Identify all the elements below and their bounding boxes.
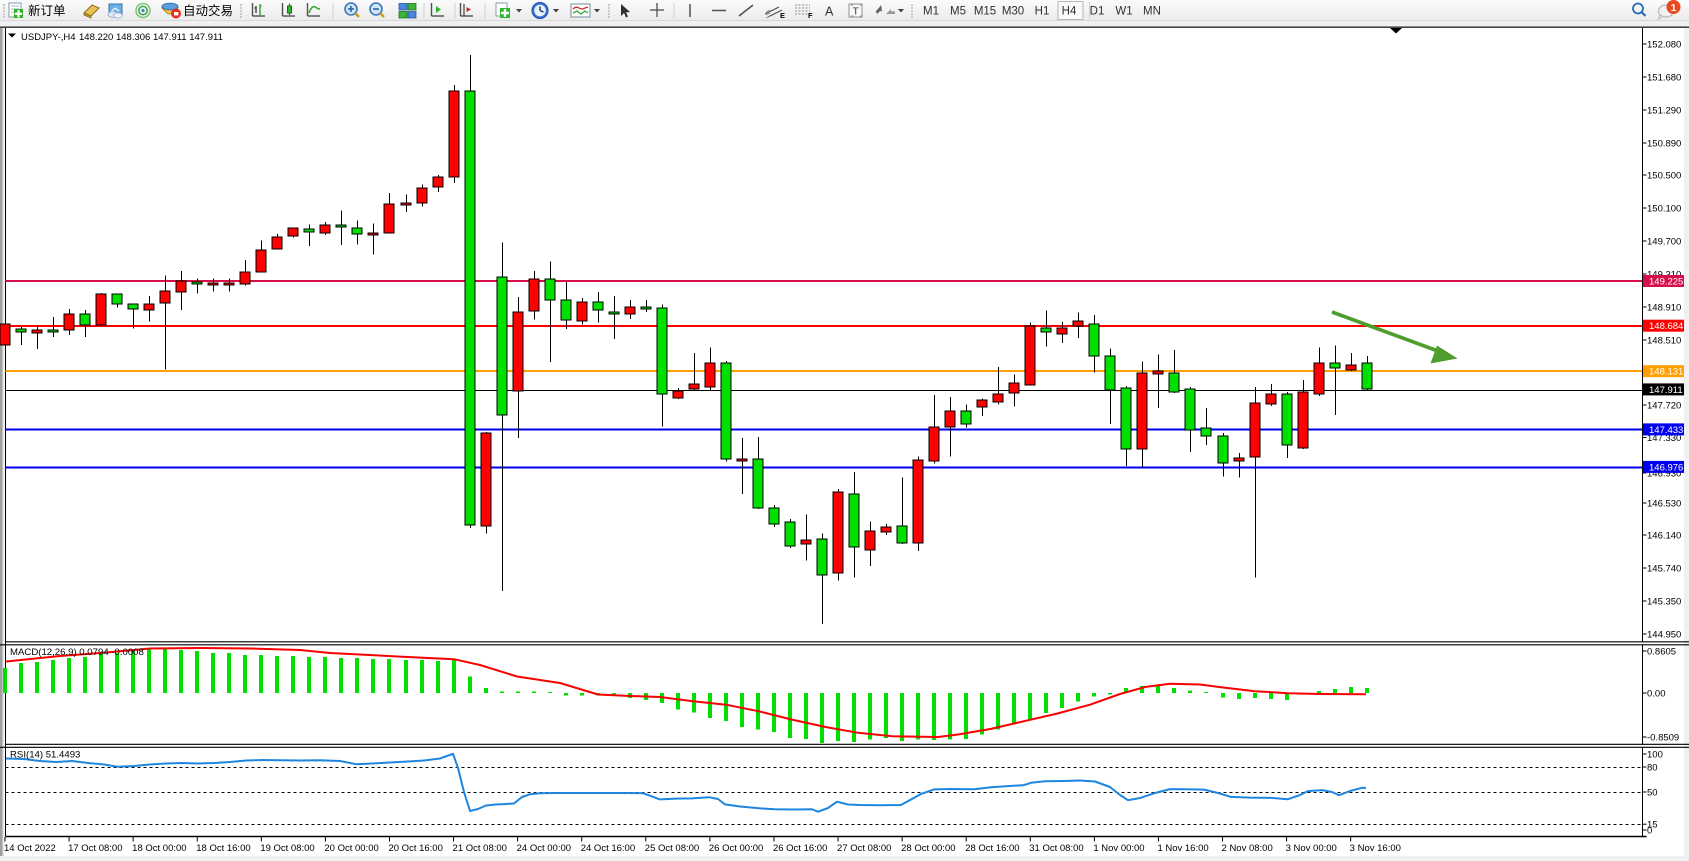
svg-text:-0.8509: -0.8509 <box>1647 733 1679 744</box>
svg-text:21 Oct 08:00: 21 Oct 08:00 <box>453 843 507 854</box>
svg-text:147.720: 147.720 <box>1647 401 1681 412</box>
svg-text:E: E <box>780 11 785 20</box>
svg-text:149.700: 149.700 <box>1647 237 1681 248</box>
svg-text:148.910: 148.910 <box>1647 303 1681 314</box>
svg-text:150.890: 150.890 <box>1647 139 1681 150</box>
svg-text:27 Oct 08:00: 27 Oct 08:00 <box>837 843 891 854</box>
svg-text:50: 50 <box>1647 788 1658 799</box>
svg-text:100: 100 <box>1647 750 1663 761</box>
svg-text:147.433: 147.433 <box>1649 425 1683 436</box>
svg-text:148.684: 148.684 <box>1649 321 1683 332</box>
svg-text:0.00: 0.00 <box>1647 689 1666 700</box>
svg-text:M15: M15 <box>974 6 996 18</box>
svg-text:148.220 148.306 147.911 147.91: 148.220 148.306 147.911 147.911 <box>79 32 223 43</box>
svg-text:146.140: 146.140 <box>1647 531 1681 542</box>
svg-text:148.131: 148.131 <box>1649 367 1683 378</box>
svg-text:19 Oct 08:00: 19 Oct 08:00 <box>260 843 314 854</box>
svg-text:26 Oct 00:00: 26 Oct 00:00 <box>709 843 763 854</box>
svg-text:T: T <box>853 6 860 18</box>
svg-text:0.8605: 0.8605 <box>1647 647 1676 658</box>
svg-text:152.080: 152.080 <box>1647 40 1681 51</box>
svg-text:18 Oct 16:00: 18 Oct 16:00 <box>196 843 250 854</box>
svg-text:145.740: 145.740 <box>1647 564 1681 575</box>
svg-text:18 Oct 00:00: 18 Oct 00:00 <box>132 843 186 854</box>
svg-text:80: 80 <box>1647 763 1658 774</box>
svg-text:1 Nov 16:00: 1 Nov 16:00 <box>1157 843 1208 854</box>
svg-text:A: A <box>825 5 834 19</box>
svg-text:145.350: 145.350 <box>1647 597 1681 608</box>
svg-text:151.290: 151.290 <box>1647 106 1681 117</box>
svg-text:1 Nov 00:00: 1 Nov 00:00 <box>1093 843 1144 854</box>
svg-text:15: 15 <box>1647 820 1658 831</box>
svg-text:150.100: 150.100 <box>1647 204 1681 215</box>
svg-text:146.530: 146.530 <box>1647 499 1681 510</box>
svg-text:25 Oct 08:00: 25 Oct 08:00 <box>645 843 699 854</box>
svg-text:自动交易: 自动交易 <box>183 3 233 18</box>
svg-text:28 Oct 00:00: 28 Oct 00:00 <box>901 843 955 854</box>
svg-text:20 Oct 16:00: 20 Oct 16:00 <box>388 843 442 854</box>
svg-text:146.930: 146.930 <box>1647 469 1681 480</box>
svg-text:W1: W1 <box>1115 6 1132 18</box>
svg-text:149.225: 149.225 <box>1649 277 1683 288</box>
svg-text:3 Nov 16:00: 3 Nov 16:00 <box>1350 843 1401 854</box>
svg-text:24 Oct 00:00: 24 Oct 00:00 <box>517 843 571 854</box>
svg-text:新订单: 新订单 <box>28 3 66 18</box>
svg-text:146.976: 146.976 <box>1649 462 1683 473</box>
svg-text:31 Oct 08:00: 31 Oct 08:00 <box>1029 843 1083 854</box>
svg-text:F: F <box>808 11 813 20</box>
svg-text:H4: H4 <box>1062 6 1077 18</box>
svg-text:RSI(14) 51.4493: RSI(14) 51.4493 <box>10 750 80 761</box>
svg-text:17 Oct 08:00: 17 Oct 08:00 <box>68 843 122 854</box>
svg-text:M30: M30 <box>1002 6 1024 18</box>
svg-text:28 Oct 16:00: 28 Oct 16:00 <box>965 843 1019 854</box>
svg-text:D1: D1 <box>1090 6 1105 18</box>
svg-text:26 Oct 16:00: 26 Oct 16:00 <box>773 843 827 854</box>
svg-text:H1: H1 <box>1035 6 1050 18</box>
svg-text:3 Nov 00:00: 3 Nov 00:00 <box>1286 843 1337 854</box>
svg-text:150.500: 150.500 <box>1647 171 1681 182</box>
svg-text:24 Oct 16:00: 24 Oct 16:00 <box>581 843 635 854</box>
svg-text:0: 0 <box>1647 826 1652 837</box>
svg-text:MACD(12,26,9) 0.0794 -0.0008: MACD(12,26,9) 0.0794 -0.0008 <box>10 647 144 658</box>
svg-text:144.950: 144.950 <box>1647 630 1681 641</box>
svg-text:14 Oct 2022: 14 Oct 2022 <box>4 843 56 854</box>
svg-text:USDJPY-,H4: USDJPY-,H4 <box>21 32 76 43</box>
svg-text:147.911: 147.911 <box>1649 385 1683 396</box>
svg-text:151.680: 151.680 <box>1647 73 1681 84</box>
svg-text:1: 1 <box>1671 2 1677 14</box>
svg-text:MN: MN <box>1143 6 1161 18</box>
svg-text:M5: M5 <box>950 6 966 18</box>
svg-text:148.510: 148.510 <box>1647 336 1681 347</box>
svg-text:20 Oct 00:00: 20 Oct 00:00 <box>324 843 378 854</box>
svg-text:147.330: 147.330 <box>1647 433 1681 444</box>
svg-text:M1: M1 <box>923 6 939 18</box>
svg-text:2 Nov 08:00: 2 Nov 08:00 <box>1222 843 1273 854</box>
